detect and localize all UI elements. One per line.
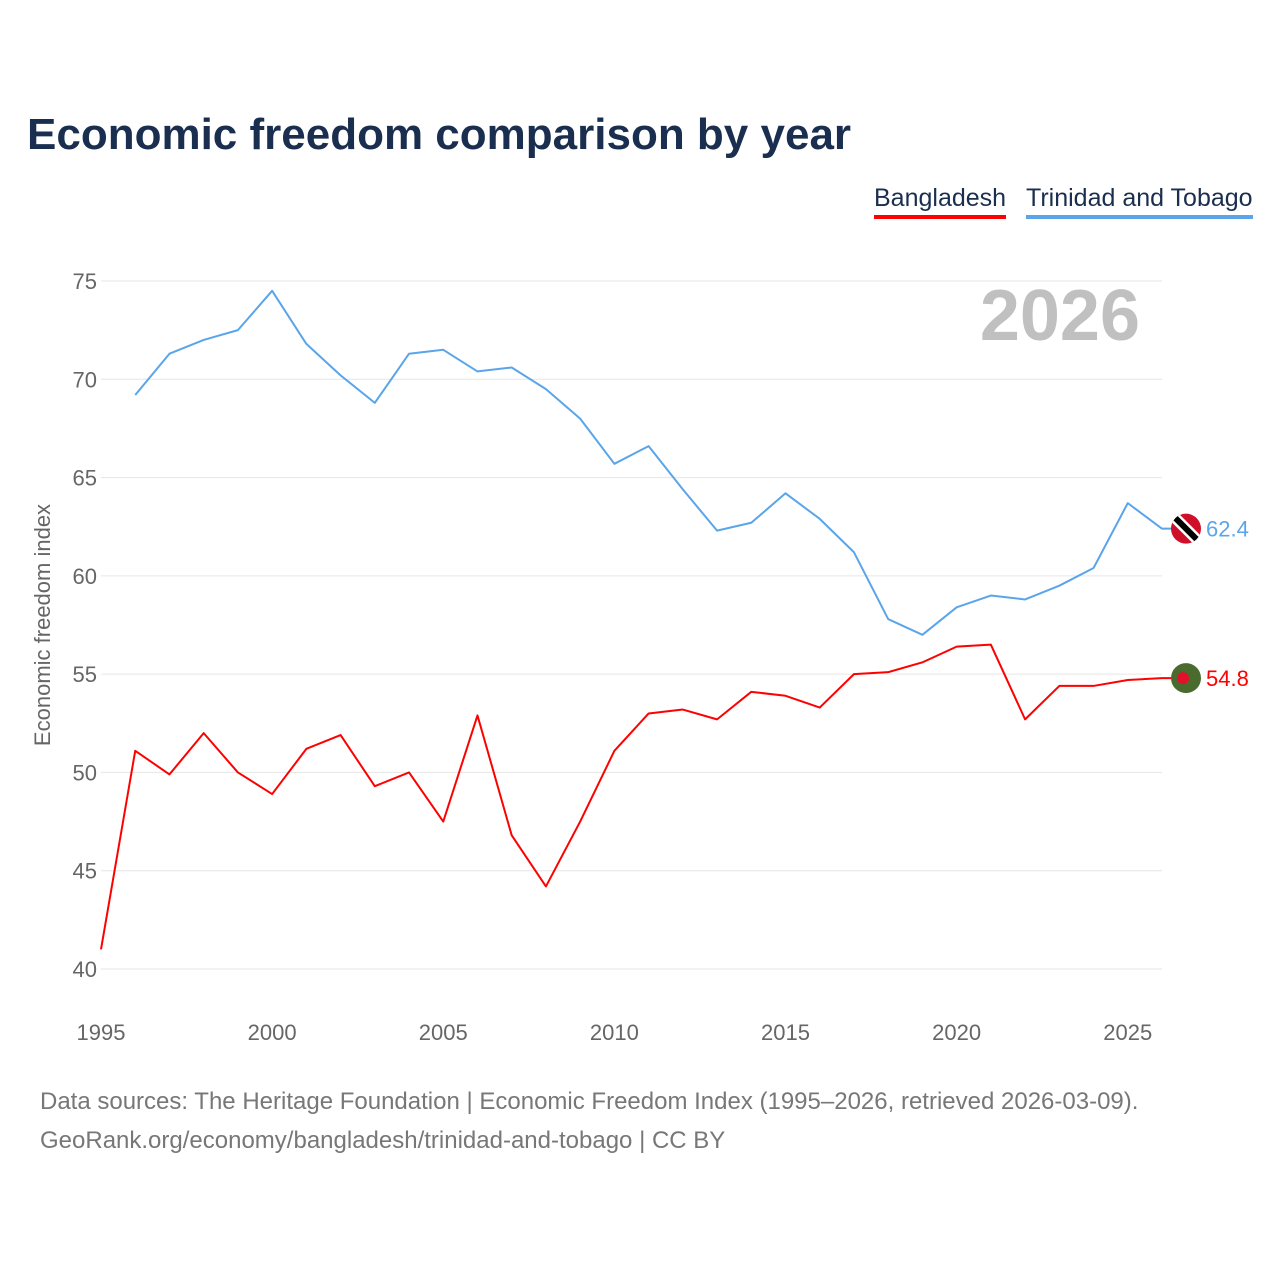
data-point xyxy=(817,516,823,522)
data-point xyxy=(885,616,891,622)
data-point xyxy=(440,347,446,353)
x-tick-label: 2000 xyxy=(248,1020,297,1045)
data-point xyxy=(954,644,960,650)
data-point xyxy=(577,416,583,422)
x-tick-label: 1995 xyxy=(77,1020,126,1045)
y-tick-label: 45 xyxy=(73,859,97,884)
data-point xyxy=(988,593,994,599)
data-point xyxy=(98,946,104,952)
x-tick-label: 2015 xyxy=(761,1020,810,1045)
trinidad-flag-black-stripe xyxy=(1171,514,1201,543)
data-point xyxy=(474,712,480,718)
data-point xyxy=(372,783,378,789)
data-point xyxy=(680,707,686,713)
data-point xyxy=(1125,500,1131,506)
data-point xyxy=(406,769,412,775)
data-point xyxy=(954,604,960,610)
data-point xyxy=(1159,675,1165,681)
data-point xyxy=(577,819,583,825)
legend-trinidad-and-tobago[interactable]: Trinidad and Tobago xyxy=(1026,184,1253,219)
data-point xyxy=(851,549,857,555)
data-point xyxy=(646,710,652,716)
data-point xyxy=(543,386,549,392)
series-line-bangladesh xyxy=(100,643,1186,950)
data-point xyxy=(132,392,138,398)
data-point xyxy=(1159,526,1165,532)
y-tick-label: 65 xyxy=(73,466,97,491)
y-tick-label: 40 xyxy=(73,957,97,982)
source-line-2[interactable]: GeoRank.org/economy/bangladesh/trinidad-… xyxy=(40,1127,726,1154)
data-point xyxy=(919,632,925,638)
data-point xyxy=(303,746,309,752)
data-point xyxy=(783,693,789,699)
data-point xyxy=(1056,583,1062,589)
data-point xyxy=(680,486,686,492)
y-tick-label: 60 xyxy=(73,564,97,589)
data-point xyxy=(748,689,754,695)
data-point xyxy=(269,791,275,797)
data-point xyxy=(885,669,891,675)
x-tick-label: 2010 xyxy=(590,1020,639,1045)
data-point xyxy=(1022,596,1028,602)
data-point xyxy=(338,732,344,738)
chart-title: Economic freedom comparison by year xyxy=(27,110,852,159)
data-point xyxy=(235,327,241,333)
data-point xyxy=(543,883,549,889)
data-point xyxy=(1022,716,1028,722)
data-point xyxy=(851,671,857,677)
data-point xyxy=(509,364,515,370)
data-point xyxy=(783,490,789,496)
x-tick-label: 2005 xyxy=(419,1020,468,1045)
data-point xyxy=(988,642,994,648)
x-tick-label: 2020 xyxy=(932,1020,981,1045)
data-point xyxy=(748,520,754,526)
data-point xyxy=(474,368,480,374)
data-point xyxy=(406,351,412,357)
data-point xyxy=(338,372,344,378)
data-point xyxy=(611,461,617,467)
data-point xyxy=(1056,683,1062,689)
legend-bangladesh[interactable]: Bangladesh xyxy=(874,184,1007,219)
bangladesh-flag-disc xyxy=(1177,672,1189,685)
data-point xyxy=(1091,565,1097,571)
end-value-label: 54.8 xyxy=(1206,666,1249,691)
data-point xyxy=(1091,683,1097,689)
data-point xyxy=(132,748,138,754)
data-point xyxy=(440,819,446,825)
data-point xyxy=(919,659,925,665)
y-tick-label: 55 xyxy=(73,662,97,687)
x-tick-label: 2025 xyxy=(1103,1020,1152,1045)
series-line-trinidad-and-tobago xyxy=(134,289,1186,636)
data-point xyxy=(646,443,652,449)
end-value-label: 62.4 xyxy=(1206,517,1249,542)
data-point xyxy=(1125,677,1131,683)
data-point xyxy=(201,730,207,736)
data-point xyxy=(611,748,617,754)
data-point xyxy=(235,769,241,775)
year-watermark: 2026 xyxy=(980,276,1140,356)
y-tick-label: 50 xyxy=(73,760,97,785)
data-point xyxy=(509,832,515,838)
y-tick-label: 75 xyxy=(73,269,97,294)
data-point xyxy=(201,337,207,343)
data-point xyxy=(269,288,275,294)
source-line-1: Data sources: The Heritage Foundation | … xyxy=(40,1088,1139,1115)
data-point xyxy=(303,341,309,347)
data-point xyxy=(817,705,823,711)
data-point xyxy=(714,716,720,722)
data-point xyxy=(372,400,378,406)
y-tick-label: 70 xyxy=(73,367,97,392)
data-point xyxy=(166,351,172,357)
data-point xyxy=(714,528,720,534)
data-point xyxy=(166,771,172,777)
y-axis-label: Economic freedom index xyxy=(30,504,55,746)
